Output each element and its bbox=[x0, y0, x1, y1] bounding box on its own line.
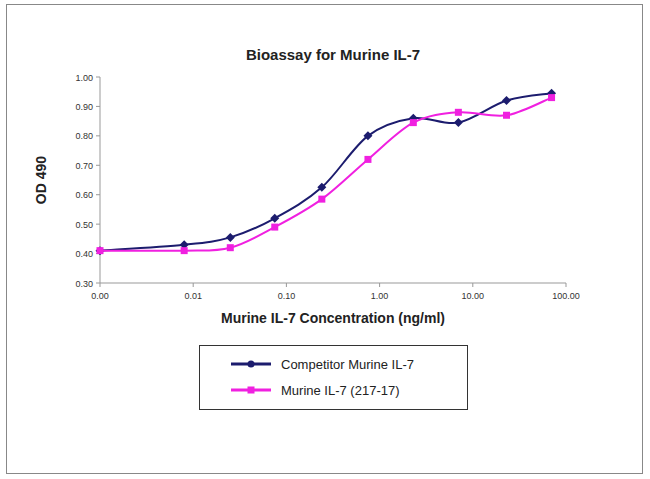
data-point bbox=[317, 183, 326, 192]
x-tick bbox=[286, 283, 287, 287]
y-tick bbox=[96, 135, 100, 136]
y-tick-label: 0.80 bbox=[75, 131, 93, 141]
data-point bbox=[502, 96, 511, 105]
x-tick-label: 0.10 bbox=[278, 291, 296, 301]
data-point bbox=[363, 131, 372, 140]
y-tick-label: 0.70 bbox=[75, 161, 93, 171]
data-point bbox=[318, 196, 325, 203]
data-point bbox=[97, 247, 104, 254]
x-axis-line bbox=[100, 283, 566, 284]
plot-area bbox=[96, 89, 557, 255]
x-tick bbox=[193, 283, 194, 287]
y-tick bbox=[96, 165, 100, 166]
data-point bbox=[410, 119, 417, 126]
series-line bbox=[100, 98, 552, 251]
legend-label: Murine IL-7 (217-17) bbox=[281, 383, 400, 398]
x-tick bbox=[472, 283, 473, 287]
x-tick-label: 0.01 bbox=[184, 291, 202, 301]
data-point bbox=[503, 112, 510, 119]
data-point bbox=[226, 233, 235, 242]
chart: Bioassay for Murine IL-7 0.30 0.40 0.50 0.60… bbox=[0, 0, 650, 479]
y-tick bbox=[96, 194, 100, 195]
x-tick bbox=[566, 283, 567, 287]
data-point bbox=[548, 94, 555, 101]
legend-marker bbox=[248, 361, 255, 368]
x-tick-label: 1.00 bbox=[371, 291, 389, 301]
data-point bbox=[454, 118, 463, 127]
y-tick-label: 0.40 bbox=[75, 249, 93, 259]
data-point bbox=[181, 247, 188, 254]
y-tick-label: 1.00 bbox=[75, 73, 93, 83]
y-tick-label: 0.90 bbox=[75, 102, 93, 112]
y-tick-label: 0.60 bbox=[75, 190, 93, 200]
legend-label: Competitor Murine IL-7 bbox=[281, 357, 414, 372]
y-tick bbox=[96, 224, 100, 225]
x-tick bbox=[379, 283, 380, 287]
data-point bbox=[227, 244, 234, 251]
data-point bbox=[96, 246, 105, 255]
data-point bbox=[270, 214, 279, 223]
legend-marker bbox=[248, 387, 255, 394]
x-tick-label: 10.00 bbox=[462, 291, 485, 301]
title: Bioassay for Murine IL-7 bbox=[246, 46, 420, 63]
y-tick bbox=[96, 77, 100, 78]
data-point bbox=[271, 224, 278, 231]
chart-frame bbox=[7, 5, 643, 474]
x-axis-label: Murine IL-7 Concentration (ng/ml) bbox=[221, 310, 445, 326]
y-tick-label: 0.50 bbox=[75, 220, 93, 230]
x-tick bbox=[100, 283, 101, 287]
y-tick-label: 0.30 bbox=[75, 279, 93, 289]
x-tick-label: 100.00 bbox=[552, 291, 580, 301]
y-tick bbox=[96, 106, 100, 107]
legend-box bbox=[200, 346, 468, 410]
data-point bbox=[364, 156, 371, 163]
series-line bbox=[100, 93, 552, 250]
y-axis-label: OD 490 bbox=[33, 156, 49, 204]
y-tick bbox=[96, 283, 100, 284]
x-tick-label: 0.00 bbox=[91, 291, 109, 301]
data-point bbox=[455, 109, 462, 116]
